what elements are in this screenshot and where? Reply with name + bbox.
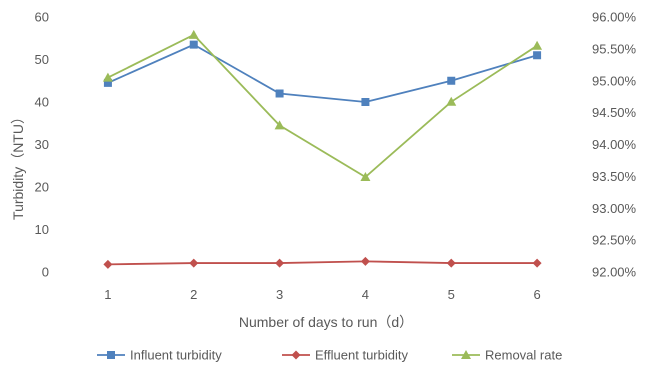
x-axis-title: Number of days to run（d） (239, 314, 413, 330)
series-line (107, 260, 538, 266)
y-tick-label: 20 (35, 180, 49, 195)
data-point (532, 258, 542, 268)
left-y-axis-ticks: 0 10 20 30 40 50 60 (35, 10, 49, 280)
data-point (189, 258, 199, 268)
y-tick-label: 60 (35, 10, 49, 25)
y-axis-title: Turbidity（NTU） (10, 110, 26, 220)
y2-tick-label: 95.00% (592, 73, 637, 88)
y2-tick-label: 95.50% (592, 41, 637, 56)
y-tick-label: 50 (35, 52, 49, 67)
y2-tick-label: 93.00% (592, 201, 637, 216)
y2-tick-label: 92.00% (592, 265, 637, 280)
data-point (533, 51, 542, 60)
y-tick-label: 0 (42, 265, 49, 280)
data-point (360, 256, 370, 266)
series-layer (102, 29, 543, 269)
legend-label: Effluent turbidity (315, 348, 408, 363)
data-point (361, 98, 370, 106)
legend-label: Removal rate (485, 348, 562, 363)
data-point (532, 40, 543, 50)
x-axis-ticks: 1 2 3 4 5 6 (104, 287, 540, 302)
data-point (103, 259, 113, 269)
x-tick-label: 1 (104, 287, 111, 302)
data-point (446, 258, 456, 268)
y2-tick-label: 94.00% (592, 137, 637, 152)
legend: Influent turbidity Effluent turbidity Remo… (97, 348, 562, 363)
data-point (188, 29, 199, 39)
right-y-axis-ticks: 92.00% 92.50% 93.00% 93.50% 94.00% 94.50% 95.0… (592, 10, 637, 280)
series-line (107, 43, 538, 103)
data-point (103, 78, 112, 87)
x-tick-label: 2 (190, 287, 197, 302)
data-point (189, 40, 198, 49)
data-point (274, 120, 285, 130)
y-tick-label: 40 (35, 95, 49, 110)
series-line (107, 33, 538, 179)
legend-marker (107, 351, 115, 359)
data-point (102, 72, 113, 82)
y2-tick-label: 94.50% (592, 105, 637, 120)
x-tick-label: 6 (533, 287, 540, 302)
legend-marker (291, 350, 301, 360)
data-point (275, 258, 285, 268)
y-tick-label: 10 (35, 222, 49, 237)
data-point (446, 96, 457, 106)
legend-item-removal-rate: Removal rate (452, 348, 562, 363)
y2-tick-label: 96.00% (592, 10, 637, 25)
y2-tick-label: 92.50% (592, 233, 637, 248)
x-tick-label: 4 (362, 287, 369, 302)
data-point (275, 89, 284, 98)
legend-marker (461, 350, 471, 359)
x-tick-label: 3 (276, 287, 283, 302)
legend-item-influent-turbidity: Influent turbidity (97, 348, 222, 363)
data-point (360, 172, 371, 182)
legend-label: Influent turbidity (130, 348, 222, 363)
legend-item-effluent-turbidity: Effluent turbidity (282, 348, 408, 363)
y2-tick-label: 93.50% (592, 169, 637, 184)
data-point (447, 76, 456, 85)
series-removal-rate (102, 29, 543, 182)
y-tick-label: 30 (35, 137, 49, 152)
series-influent-turbidity (103, 40, 542, 106)
x-tick-label: 5 (448, 287, 455, 302)
series-effluent-turbidity (103, 256, 542, 269)
